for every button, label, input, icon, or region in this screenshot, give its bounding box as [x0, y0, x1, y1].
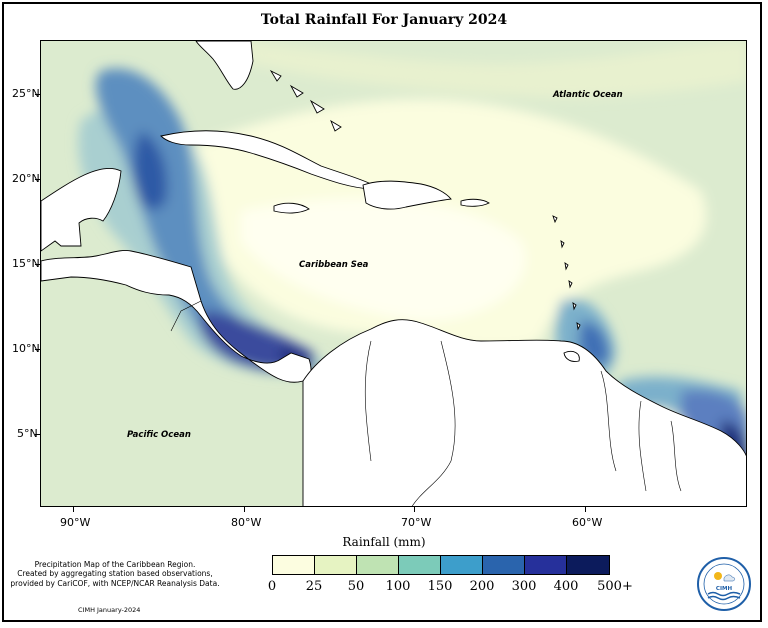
- credit-line: provided by CariCOF, with NCEP/NCAR Rean…: [10, 578, 220, 588]
- lat-tick: [35, 349, 40, 350]
- landmasses: [41, 41, 746, 506]
- credit-text: Precipitation Map of the Caribbean Regio…: [10, 560, 220, 588]
- cloud-icon: [723, 574, 736, 582]
- credit-footer: CIMH January-2024: [78, 606, 141, 614]
- legend-label: 25: [305, 579, 323, 594]
- legend-labels: 0 25 50 100 150 200 300 400 500+: [255, 579, 655, 597]
- puerto-rico: [460, 198, 490, 207]
- lat-tick: [35, 434, 40, 435]
- legend-swatch: [273, 556, 315, 574]
- lat-tick: [35, 179, 40, 180]
- legend-label: 500+: [597, 579, 633, 594]
- lon-tick: [73, 507, 74, 512]
- legend-label: 0: [267, 579, 277, 594]
- legend-swatch: [567, 556, 609, 574]
- legend-swatch: [357, 556, 399, 574]
- cuba: [160, 130, 372, 190]
- lon-tick: [585, 507, 586, 512]
- bahamas: [269, 69, 342, 132]
- rainfall-map: Atlantic Ocean Caribbean Sea Pacific Oce…: [40, 40, 747, 507]
- credit-line: Created by aggregating station based obs…: [17, 569, 213, 579]
- caribbean-label: Caribbean Sea: [299, 260, 369, 270]
- lon-label-90: 90°W: [60, 516, 91, 529]
- legend-label: 50: [347, 579, 365, 594]
- wave-icon: [707, 591, 741, 597]
- lat-label-10: 10°N: [12, 342, 40, 355]
- lat-tick: [35, 94, 40, 95]
- atlantic-label: Atlantic Ocean: [552, 90, 623, 100]
- legend-label: 150: [427, 579, 453, 594]
- lon-label-70: 70°W: [401, 516, 432, 529]
- lesser-antilles: [552, 215, 581, 331]
- lon-label-80: 80°W: [231, 516, 262, 529]
- cimh-logo: CIMH: [697, 557, 751, 611]
- legend-swatch: [399, 556, 441, 574]
- legend-title: Rainfall (mm): [342, 535, 426, 549]
- legend-label: 300: [511, 579, 537, 594]
- legend-label: 400: [553, 579, 579, 594]
- lon-tick: [414, 507, 415, 512]
- pacific-label: Pacific Ocean: [127, 430, 191, 440]
- lat-label-5: 5°N: [17, 427, 38, 440]
- legend-swatch: [483, 556, 525, 574]
- jamaica: [273, 202, 310, 214]
- lon-label-60: 60°W: [572, 516, 603, 529]
- legend-swatch: [525, 556, 567, 574]
- legend-label: 100: [385, 579, 411, 594]
- legend-swatch: [315, 556, 357, 574]
- legend-swatch: [441, 556, 483, 574]
- sun-icon: [714, 572, 722, 580]
- lat-label-25: 25°N: [12, 87, 40, 100]
- logo-text: CIMH: [716, 586, 733, 592]
- map-svg: Atlantic Ocean Caribbean Sea Pacific Oce…: [41, 41, 746, 506]
- legend-label: 200: [469, 579, 495, 594]
- color-legend: [272, 555, 610, 575]
- south-america: [302, 319, 746, 506]
- outer-frame: [2, 2, 762, 622]
- lat-tick: [35, 264, 40, 265]
- trinidad: [563, 350, 580, 362]
- lat-label-20: 20°N: [12, 172, 40, 185]
- lon-tick: [244, 507, 245, 512]
- hispaniola: [362, 180, 452, 210]
- credit-line: Precipitation Map of the Caribbean Regio…: [34, 560, 196, 569]
- lat-label-15: 15°N: [12, 257, 40, 270]
- yucatan: [41, 167, 122, 252]
- florida: [195, 41, 254, 90]
- map-title: Total Rainfall For January 2024: [260, 12, 508, 28]
- country-borders: [170, 300, 682, 506]
